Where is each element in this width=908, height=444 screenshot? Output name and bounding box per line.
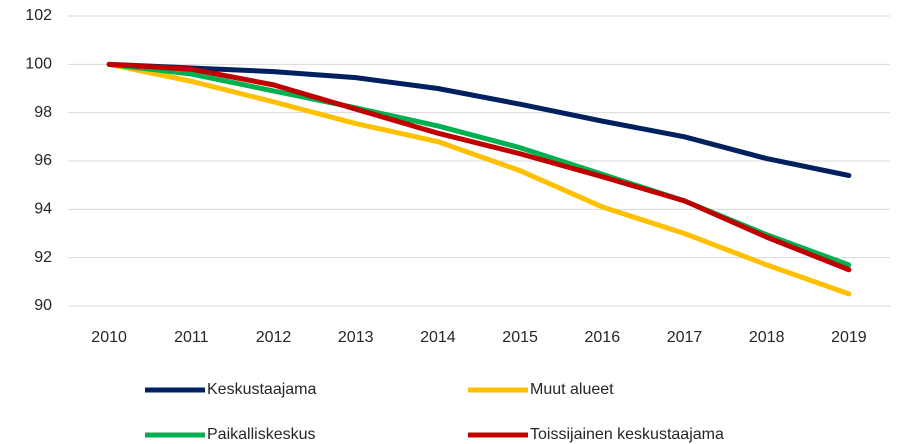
legend-label: Paikalliskeskus	[207, 426, 315, 443]
x-tick-label: 2014	[420, 329, 456, 346]
y-tick-label: 94	[34, 201, 52, 218]
x-tick-label: 2015	[502, 329, 538, 346]
y-tick-label: 92	[34, 249, 52, 266]
x-tick-label: 2018	[749, 329, 785, 346]
x-tick-label: 2012	[256, 329, 292, 346]
legend-label: Muut alueet	[530, 381, 614, 398]
x-tick-label: 2011	[174, 329, 209, 346]
x-tick-label: 2019	[831, 329, 867, 346]
y-tick-label: 98	[34, 104, 52, 121]
y-tick-label: 102	[25, 7, 52, 24]
y-tick-label: 100	[25, 56, 52, 73]
x-tick-label: 2017	[667, 329, 703, 346]
series-line	[106, 61, 852, 273]
y-tick-label: 96	[34, 152, 52, 169]
series-line	[106, 61, 852, 297]
x-tick-label: 2016	[585, 329, 621, 346]
x-tick-label: 2013	[338, 329, 374, 346]
y-tick-label: 90	[34, 297, 52, 314]
legend-label: Toissijainen keskustaajama	[530, 426, 724, 443]
series-line	[106, 61, 852, 178]
legend-label: Keskustaajama	[207, 381, 316, 398]
x-tick-label: 2010	[91, 329, 127, 346]
